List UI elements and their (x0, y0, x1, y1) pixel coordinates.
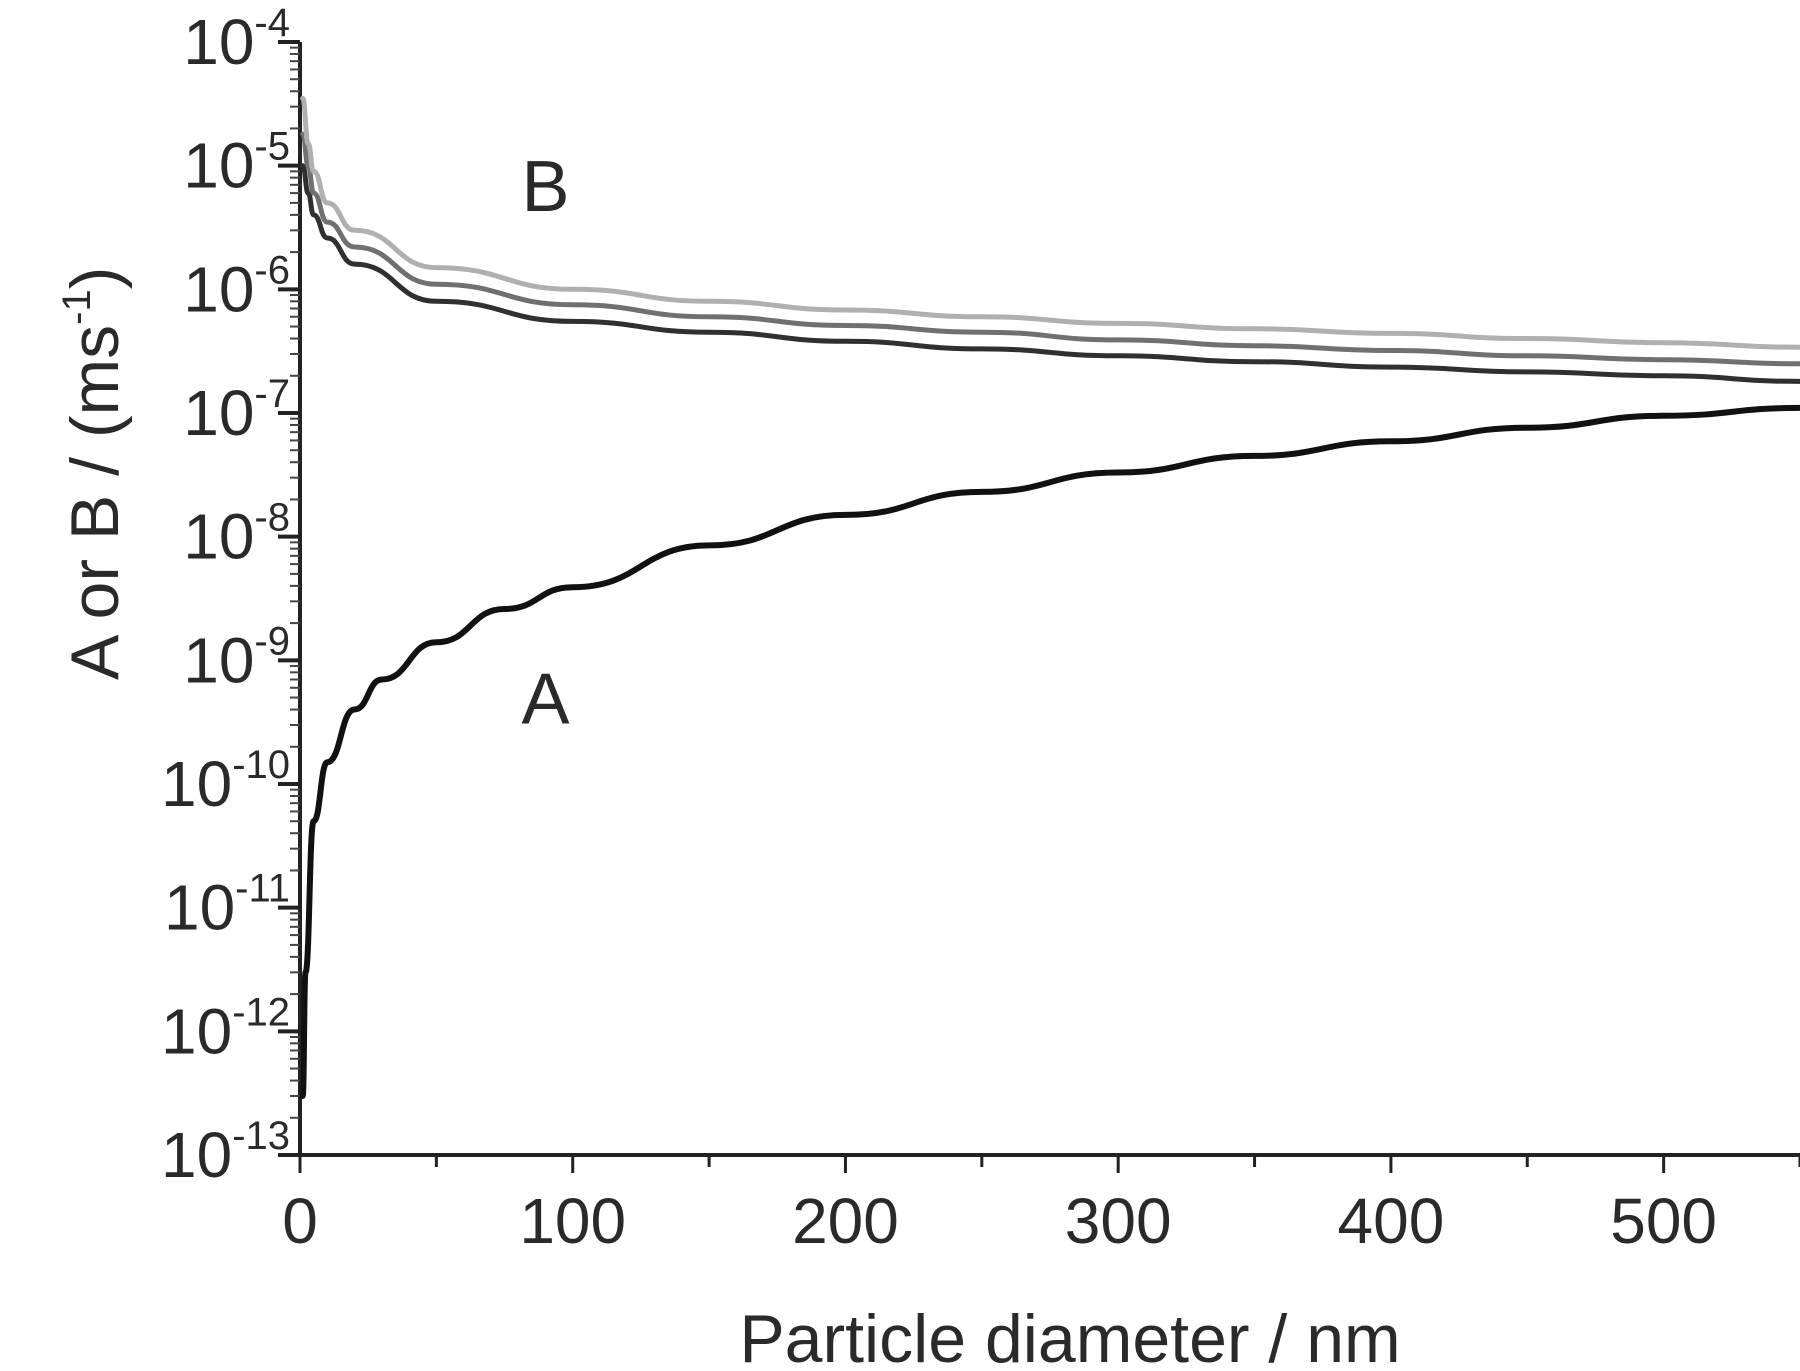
y-tick-label: 10-8 (183, 496, 290, 573)
y-tick-exponent: -9 (254, 619, 290, 663)
y-tick-base: 10 (183, 501, 254, 573)
y-tick-base: 10 (161, 995, 232, 1067)
y-axis-title-main: A or B / (ms (57, 325, 133, 680)
y-tick-exponent: -5 (254, 125, 290, 169)
y-tick-label: 10-12 (161, 990, 290, 1067)
x-tick-label: 0 (282, 1185, 318, 1257)
y-tick-base: 10 (164, 872, 235, 944)
tick-marks (278, 40, 1800, 1173)
y-tick-label: 10-9 (183, 619, 290, 696)
x-tick-label: 400 (1338, 1185, 1445, 1257)
y-tick-label: 10-11 (164, 867, 290, 944)
y-tick-exponent: -11 (235, 867, 290, 911)
y-tick-base: 10 (183, 130, 254, 202)
y-tick-label: 10-13 (161, 1114, 290, 1191)
y-tick-base: 10 (183, 253, 254, 325)
y-tick-base: 10 (161, 1119, 232, 1191)
series-line-0 (299, 404, 1800, 1099)
y-tick-label: 10-5 (183, 125, 290, 202)
y-axis-title: A or B / (ms-1) (55, 267, 133, 680)
x-tick-label: 500 (1610, 1185, 1717, 1257)
y-tick-base: 10 (161, 748, 232, 820)
curve-label-a: A (521, 660, 569, 740)
axes (298, 42, 1800, 1157)
series-line-1 (300, 163, 1800, 384)
series-lines (299, 95, 1800, 1099)
y-tick-base: 10 (183, 377, 254, 449)
series-line-3 (300, 95, 1800, 350)
y-tick-exponent: -13 (232, 1114, 290, 1158)
x-tick-label: 300 (1065, 1185, 1172, 1257)
y-tick-exponent: -4 (254, 1, 290, 45)
y-tick-label: 10-7 (183, 372, 290, 449)
y-tick-label: 10-10 (161, 743, 290, 820)
curve-annotations: BA (521, 147, 569, 740)
y-tick-base: 10 (183, 624, 254, 696)
x-axis-title: Particle diameter / nm (739, 1301, 1400, 1371)
x-tick-label: 200 (792, 1185, 899, 1257)
x-tick-label: 100 (519, 1185, 626, 1257)
y-tick-labels: 10-1310-1210-1110-1010-910-810-710-610-5… (161, 1, 290, 1191)
y-axis-title-exp: -1 (55, 289, 99, 325)
y-tick-exponent: -6 (254, 248, 290, 292)
x-tick-labels: 0 100 200 300 400 500 (282, 1185, 1717, 1257)
y-tick-exponent: -7 (254, 372, 290, 416)
y-tick-label: 10-4 (183, 1, 290, 78)
y-tick-base: 10 (183, 6, 254, 78)
curve-label-b: B (521, 147, 569, 227)
y-tick-label: 10-6 (183, 248, 290, 325)
y-tick-exponent: -12 (232, 990, 290, 1034)
series-line-2 (300, 131, 1800, 367)
y-tick-exponent: -10 (232, 743, 290, 787)
y-axis-title-close: ) (57, 267, 133, 290)
y-tick-exponent: -8 (254, 496, 290, 540)
